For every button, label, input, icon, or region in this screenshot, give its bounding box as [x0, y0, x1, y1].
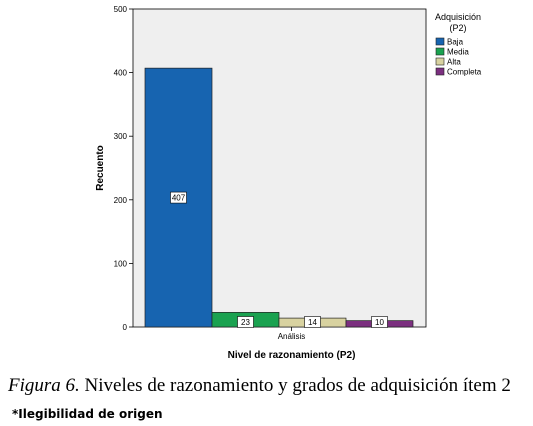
- x-tick-label: Análisis: [278, 332, 306, 341]
- data-label-box: [304, 316, 321, 328]
- legend-title-line-2: (P2): [449, 23, 466, 33]
- legend-swatch-baja: [435, 37, 445, 46]
- data-labels-layer: 407 23 14 10: [170, 191, 388, 328]
- x-axis: Análisis: [278, 327, 306, 341]
- figure-caption: Figura 6. Niveles de razonamiento y grad…: [8, 375, 511, 397]
- x-axis-title: Nivel de razonamiento (P2): [228, 350, 356, 361]
- y-tick-label: 500: [114, 5, 128, 14]
- figure-caption-text: Niveles de razonamiento y grados de adqu…: [79, 375, 511, 396]
- legend-swatch-alta: [435, 57, 445, 66]
- data-label-completa: 10: [375, 318, 384, 327]
- data-label-alta: 14: [308, 318, 317, 327]
- y-tick-label: 400: [114, 69, 128, 78]
- legend-label-alta: Alta: [447, 58, 461, 67]
- y-tick-label: 300: [114, 132, 128, 141]
- figure-label: Figura 6.: [8, 375, 80, 396]
- legend-title-line-1: Adquisición: [435, 12, 481, 22]
- chart: 407 23 14 10 0 100 200 300 400 500 Análisis Recu…: [95, 5, 482, 361]
- data-label-box: [170, 191, 187, 204]
- y-tick-label: 200: [114, 196, 128, 205]
- source-note: *Ilegibilidad de origen: [12, 407, 163, 421]
- y-tick-label: 100: [114, 259, 128, 268]
- legend-label-baja: Baja: [447, 38, 464, 47]
- y-axis: 0 100 200 300 400 500: [114, 5, 133, 332]
- legend-swatch-media: [435, 47, 445, 56]
- legend-swatch-completa: [435, 67, 445, 76]
- data-label-box: [371, 316, 388, 328]
- y-tick-label: 0: [123, 323, 128, 332]
- legend-label-media: Media: [447, 48, 469, 57]
- y-axis-title: Recuento: [95, 145, 106, 191]
- data-label-box: [237, 316, 254, 328]
- data-label-media: 23: [241, 318, 250, 327]
- legend-label-completa: Completa: [447, 68, 482, 77]
- data-label-baja: 407: [172, 194, 186, 203]
